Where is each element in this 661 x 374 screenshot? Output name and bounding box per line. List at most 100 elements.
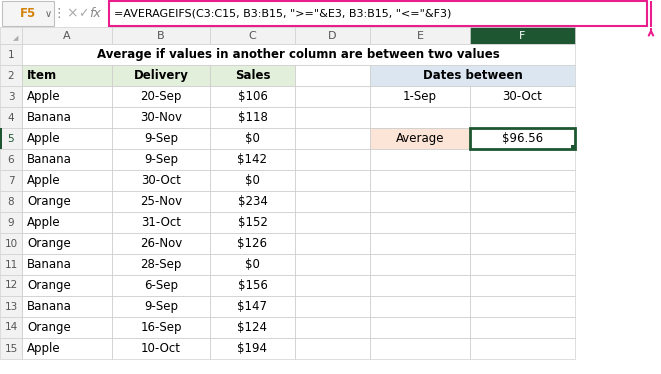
Bar	[210, 191, 295, 212]
Bar	[22, 275, 112, 296]
Bar	[210, 317, 295, 338]
Bar	[0, 149, 22, 170]
Text: ✓: ✓	[78, 7, 89, 20]
Text: $156: $156	[237, 279, 268, 292]
Text: Orange: Orange	[27, 237, 71, 250]
Bar	[370, 65, 575, 86]
Bar	[470, 296, 575, 317]
Bar	[470, 317, 575, 338]
Text: 12: 12	[5, 280, 18, 291]
Text: Orange: Orange	[27, 321, 71, 334]
Text: 9-Sep: 9-Sep	[144, 300, 178, 313]
Text: Sales: Sales	[235, 69, 270, 82]
Text: Apple: Apple	[27, 342, 61, 355]
Bar	[112, 191, 210, 212]
Text: Average: Average	[396, 132, 444, 145]
Bar	[470, 149, 575, 170]
Text: 31-Oct: 31-Oct	[141, 216, 181, 229]
Text: 8: 8	[8, 196, 15, 206]
Bar	[0, 212, 22, 233]
Bar	[370, 191, 470, 212]
Text: $118: $118	[237, 111, 268, 124]
Text: B: B	[157, 31, 165, 40]
Bar	[370, 128, 470, 149]
Bar	[571, 145, 576, 150]
Bar	[0, 317, 22, 338]
Bar	[210, 65, 295, 86]
Text: $124: $124	[237, 321, 268, 334]
Text: $0: $0	[245, 258, 260, 271]
Text: 10: 10	[5, 239, 18, 248]
Text: 6: 6	[8, 154, 15, 165]
Bar	[295, 254, 370, 275]
Bar	[22, 128, 112, 149]
Bar	[210, 233, 295, 254]
Text: D: D	[329, 31, 336, 40]
Bar	[0, 254, 22, 275]
Text: $96.56: $96.56	[502, 132, 543, 145]
Text: Banana: Banana	[27, 300, 72, 313]
Text: 1-Sep: 1-Sep	[403, 90, 437, 103]
Bar	[112, 233, 210, 254]
Bar	[370, 170, 470, 191]
Bar	[295, 128, 370, 149]
Text: Apple: Apple	[27, 90, 61, 103]
Bar	[295, 27, 370, 44]
Bar	[112, 170, 210, 191]
Text: $106: $106	[237, 90, 268, 103]
Text: 26-Nov: 26-Nov	[140, 237, 182, 250]
Bar	[112, 254, 210, 275]
Bar	[0, 170, 22, 191]
Text: 9-Sep: 9-Sep	[144, 153, 178, 166]
Bar	[210, 86, 295, 107]
Bar	[370, 317, 470, 338]
Bar	[112, 107, 210, 128]
Bar	[22, 27, 112, 44]
Bar	[295, 86, 370, 107]
Text: Item: Item	[27, 69, 57, 82]
Bar	[295, 317, 370, 338]
Bar	[0, 275, 22, 296]
Bar	[112, 86, 210, 107]
Text: 3: 3	[8, 92, 15, 101]
Bar	[370, 27, 470, 44]
Text: $126: $126	[237, 237, 268, 250]
Text: $152: $152	[237, 216, 268, 229]
Text: Banana: Banana	[27, 258, 72, 271]
Bar	[295, 107, 370, 128]
Bar	[22, 212, 112, 233]
Bar	[0, 107, 22, 128]
Bar	[22, 296, 112, 317]
Text: Banana: Banana	[27, 111, 72, 124]
Bar	[210, 275, 295, 296]
Bar	[470, 86, 575, 107]
Text: 16-Sep: 16-Sep	[140, 321, 182, 334]
Bar	[295, 338, 370, 359]
Bar	[295, 275, 370, 296]
Bar	[295, 170, 370, 191]
Text: 13: 13	[5, 301, 18, 312]
Text: 30-Oct: 30-Oct	[141, 174, 181, 187]
Bar	[112, 338, 210, 359]
Bar	[22, 65, 112, 86]
Text: ⋮: ⋮	[53, 7, 65, 20]
Text: 25-Nov: 25-Nov	[140, 195, 182, 208]
Bar	[22, 44, 575, 65]
Text: 1: 1	[8, 49, 15, 59]
Text: F5: F5	[20, 7, 36, 20]
Text: F: F	[520, 31, 525, 40]
Text: Delivery: Delivery	[134, 69, 188, 82]
Text: 30-Oct: 30-Oct	[502, 90, 543, 103]
Bar	[0, 65, 22, 86]
Bar	[22, 338, 112, 359]
Bar	[470, 212, 575, 233]
Bar	[295, 191, 370, 212]
Bar	[210, 149, 295, 170]
Text: $0: $0	[245, 174, 260, 187]
Text: Apple: Apple	[27, 132, 61, 145]
Text: 5: 5	[8, 134, 15, 144]
Bar	[22, 170, 112, 191]
Text: fx: fx	[89, 7, 101, 20]
Bar	[470, 338, 575, 359]
Bar	[112, 65, 210, 86]
